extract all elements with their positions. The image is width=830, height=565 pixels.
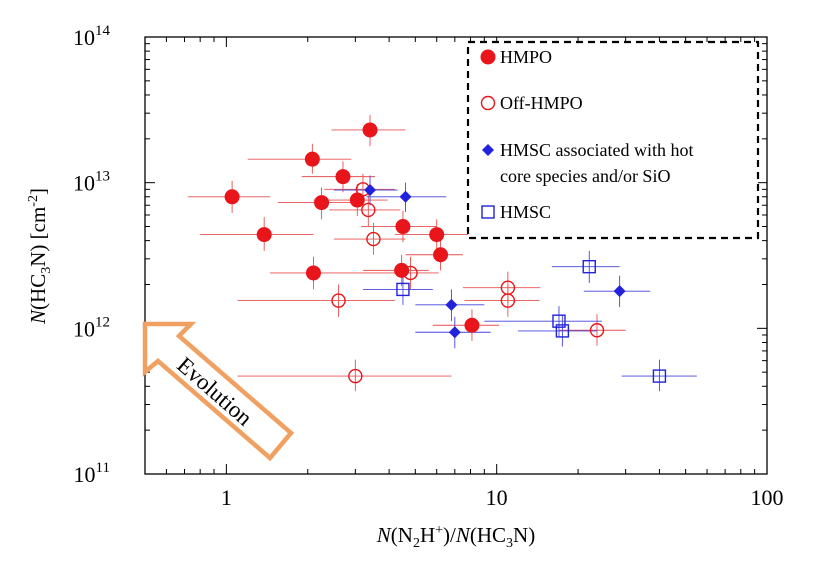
data-point-filled-circle [362, 122, 378, 138]
data-point-filled-circle [224, 189, 240, 205]
legend-entry: HMSC [481, 202, 551, 222]
error-bar [237, 359, 452, 392]
data-point-filled-diamond [399, 190, 412, 203]
legend-label: core species and/or SiO [500, 166, 670, 186]
data-point-open-square [552, 314, 566, 328]
data-point-filled-circle [304, 151, 320, 167]
data-point-open-circle [361, 202, 376, 218]
error-bar [558, 314, 626, 346]
data-point-open-circle [348, 368, 363, 384]
data-point-open-circle [366, 231, 381, 247]
y-tick-label: 1011 [74, 460, 110, 487]
x-tick-label: 100 [751, 485, 784, 510]
markers-layer [224, 122, 667, 384]
error-bar [621, 359, 697, 392]
data-point-open-circle [589, 323, 605, 338]
data-point-open-square [396, 282, 410, 297]
data-point-open-square [652, 369, 667, 383]
data-point-filled-circle [464, 317, 480, 333]
error-bar [362, 274, 433, 305]
data-point-filled-circle [394, 262, 410, 278]
legend-marker-filled-diamond [482, 144, 494, 156]
y-tick-label: 1013 [73, 169, 110, 196]
legend-marker-filled-circle [480, 49, 496, 65]
x-axis-title: N(N2H+)/N(HC3N) [376, 523, 535, 551]
data-point-filled-diamond [445, 298, 458, 311]
data-point-filled-circle [256, 227, 272, 243]
evolution-arrow-icon [142, 321, 295, 462]
legend-label: HMPO [500, 47, 552, 67]
y-tick-label: 1012 [73, 314, 110, 341]
data-point-open-square [555, 324, 570, 338]
axis-ticks: 1 10 100 1011 1012 1013 1014 [73, 23, 784, 510]
legend: HMPO Off-HMPO HMSC associated with hot core… [466, 40, 760, 240]
data-point-filled-diamond [448, 326, 461, 339]
data-point-open-square [582, 259, 596, 274]
data-point-filled-circle [314, 195, 330, 211]
data-point-open-circle [500, 293, 516, 308]
error-bar [551, 250, 620, 283]
data-point-filled-circle [395, 219, 411, 235]
data-point-filled-circle [429, 227, 445, 243]
legend-entry: HMPO [480, 47, 552, 67]
y-tick-label: 1014 [73, 23, 111, 50]
data-point-filled-diamond [364, 184, 377, 197]
error-bar [329, 193, 401, 227]
x-tick-label: 1 [221, 485, 232, 510]
legend-entry: HMSC associated with hot core species and… [482, 140, 694, 186]
data-point-filled-circle [335, 169, 351, 185]
y-axis-title: N(HC3N) [cm-2] [26, 188, 54, 325]
data-point-filled-circle [433, 247, 449, 263]
legend-marker-open-square [481, 205, 495, 219]
error-bar [333, 222, 406, 255]
x-tick-label: 10 [486, 485, 508, 510]
legend-label: HMSC associated with hot [500, 140, 694, 160]
data-point-open-circle [403, 265, 418, 281]
plot-frame [144, 36, 768, 475]
data-point-filled-diamond [613, 285, 626, 298]
legend-label: HMSC [500, 202, 551, 222]
error-bar [237, 284, 395, 317]
error-bar [484, 306, 602, 337]
data-point-open-circle [331, 293, 346, 308]
data-point-filled-circle [305, 265, 321, 281]
legend-label: Off-HMPO [500, 93, 583, 113]
legend-entry: Off-HMPO [480, 93, 583, 113]
legend-marker-open-circle [480, 95, 496, 111]
error-bar [518, 315, 597, 347]
legend-box [466, 40, 760, 240]
